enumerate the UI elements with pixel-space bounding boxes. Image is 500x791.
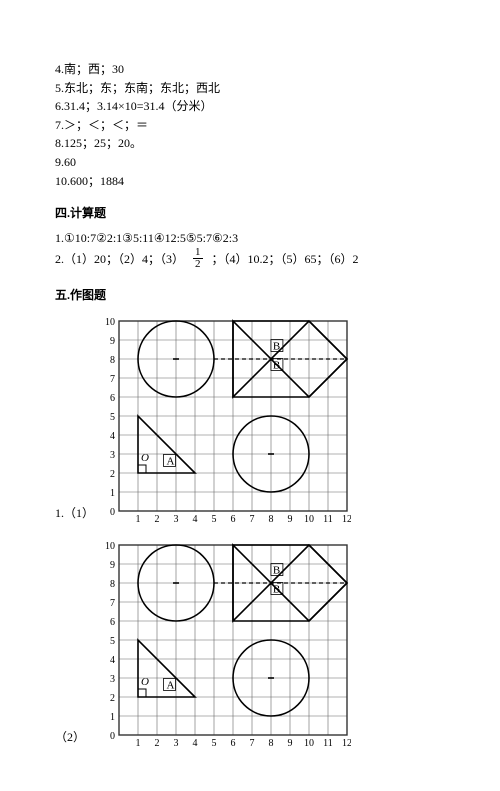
svg-text:2: 2 [155, 514, 160, 525]
svg-text:8: 8 [110, 355, 115, 366]
answer-4: 4.南；西；30 [55, 60, 445, 79]
figure-1-label: 1.（1） [55, 504, 101, 527]
fraction-denominator: 2 [193, 259, 203, 270]
svg-text:B: B [273, 359, 280, 371]
svg-text:3: 3 [110, 450, 115, 461]
svg-text:3: 3 [174, 738, 179, 749]
svg-text:1: 1 [110, 488, 115, 499]
svg-text:1: 1 [136, 738, 141, 749]
svg-text:6: 6 [110, 617, 115, 628]
svg-text:B: B [273, 340, 280, 352]
svg-text:11: 11 [323, 514, 333, 525]
answer-6: 6.31.4；3.14×10=31.4（分米） [55, 97, 445, 116]
svg-text:5: 5 [212, 514, 217, 525]
figure-1: 123456789101112012345678910AOBB [101, 317, 351, 527]
svg-text:B: B [273, 564, 280, 576]
svg-text:4: 4 [110, 655, 115, 666]
svg-text:11: 11 [323, 738, 333, 749]
svg-text:4: 4 [193, 738, 198, 749]
svg-text:2: 2 [110, 469, 115, 480]
svg-text:12: 12 [342, 738, 351, 749]
svg-text:1: 1 [136, 514, 141, 525]
svg-text:0: 0 [110, 507, 115, 518]
svg-text:A: A [167, 679, 175, 691]
svg-text:4: 4 [110, 431, 115, 442]
calc-2-a: 2.（1）20；（2）4；（3） [55, 252, 184, 266]
svg-text:7: 7 [250, 738, 255, 749]
answer-5: 5.东北；东；东南；东北；西北 [55, 79, 445, 98]
svg-text:1: 1 [110, 712, 115, 723]
answer-10: 10.600；1884 [55, 172, 445, 191]
svg-text:10: 10 [105, 317, 115, 328]
answer-8: 8.125；25；20。 [55, 134, 445, 153]
svg-text:5: 5 [110, 412, 115, 423]
svg-text:5: 5 [212, 738, 217, 749]
figure-1-row: 1.（1） 123456789101112012345678910AOBB [55, 317, 445, 527]
svg-text:0: 0 [110, 731, 115, 742]
section-5-title: 五.作图题 [55, 286, 445, 303]
svg-text:7: 7 [250, 514, 255, 525]
calc-2-b: ；（4）10.2；（5）65；（6）2 [212, 252, 359, 266]
figure-2-label: （2） [55, 728, 101, 751]
svg-text:8: 8 [269, 514, 274, 525]
calc-2: 2.（1）20；（2）4；（3） 1 2 ；（4）10.2；（5）65；（6）2 [55, 248, 445, 272]
svg-text:7: 7 [110, 598, 115, 609]
svg-text:O: O [141, 676, 149, 688]
fraction-one-half: 1 2 [193, 247, 203, 270]
svg-text:6: 6 [110, 393, 115, 404]
svg-text:3: 3 [174, 514, 179, 525]
svg-text:10: 10 [105, 541, 115, 552]
svg-text:9: 9 [288, 514, 293, 525]
page: 4.南；西；30 5.东北；东；东南；东北；西北 6.31.4；3.14×10=… [0, 0, 500, 791]
svg-text:A: A [167, 455, 175, 467]
calc-1: 1.①10:7②2:1③5:11④12:5⑤5:7⑥2:3 [55, 229, 445, 248]
svg-text:10: 10 [304, 738, 314, 749]
svg-text:8: 8 [269, 738, 274, 749]
svg-text:O: O [141, 452, 149, 464]
svg-text:12: 12 [342, 514, 351, 525]
section-4-title: 四.计算题 [55, 204, 445, 221]
svg-text:4: 4 [193, 514, 198, 525]
svg-text:5: 5 [110, 636, 115, 647]
svg-text:6: 6 [231, 514, 236, 525]
svg-text:8: 8 [110, 579, 115, 590]
svg-text:10: 10 [304, 514, 314, 525]
answer-9: 9.60 [55, 153, 445, 172]
svg-text:9: 9 [110, 336, 115, 347]
svg-text:9: 9 [110, 560, 115, 571]
svg-text:9: 9 [288, 738, 293, 749]
answer-7: 7.＞；＜；＜；＝ [55, 116, 445, 135]
svg-text:7: 7 [110, 374, 115, 385]
svg-text:2: 2 [155, 738, 160, 749]
svg-text:2: 2 [110, 693, 115, 704]
fraction-numerator: 1 [193, 247, 203, 259]
svg-text:6: 6 [231, 738, 236, 749]
svg-text:B: B [273, 583, 280, 595]
svg-text:3: 3 [110, 674, 115, 685]
figure-2-row: （2） 123456789101112012345678910AOBB [55, 541, 445, 751]
figure-2: 123456789101112012345678910AOBB [101, 541, 351, 751]
